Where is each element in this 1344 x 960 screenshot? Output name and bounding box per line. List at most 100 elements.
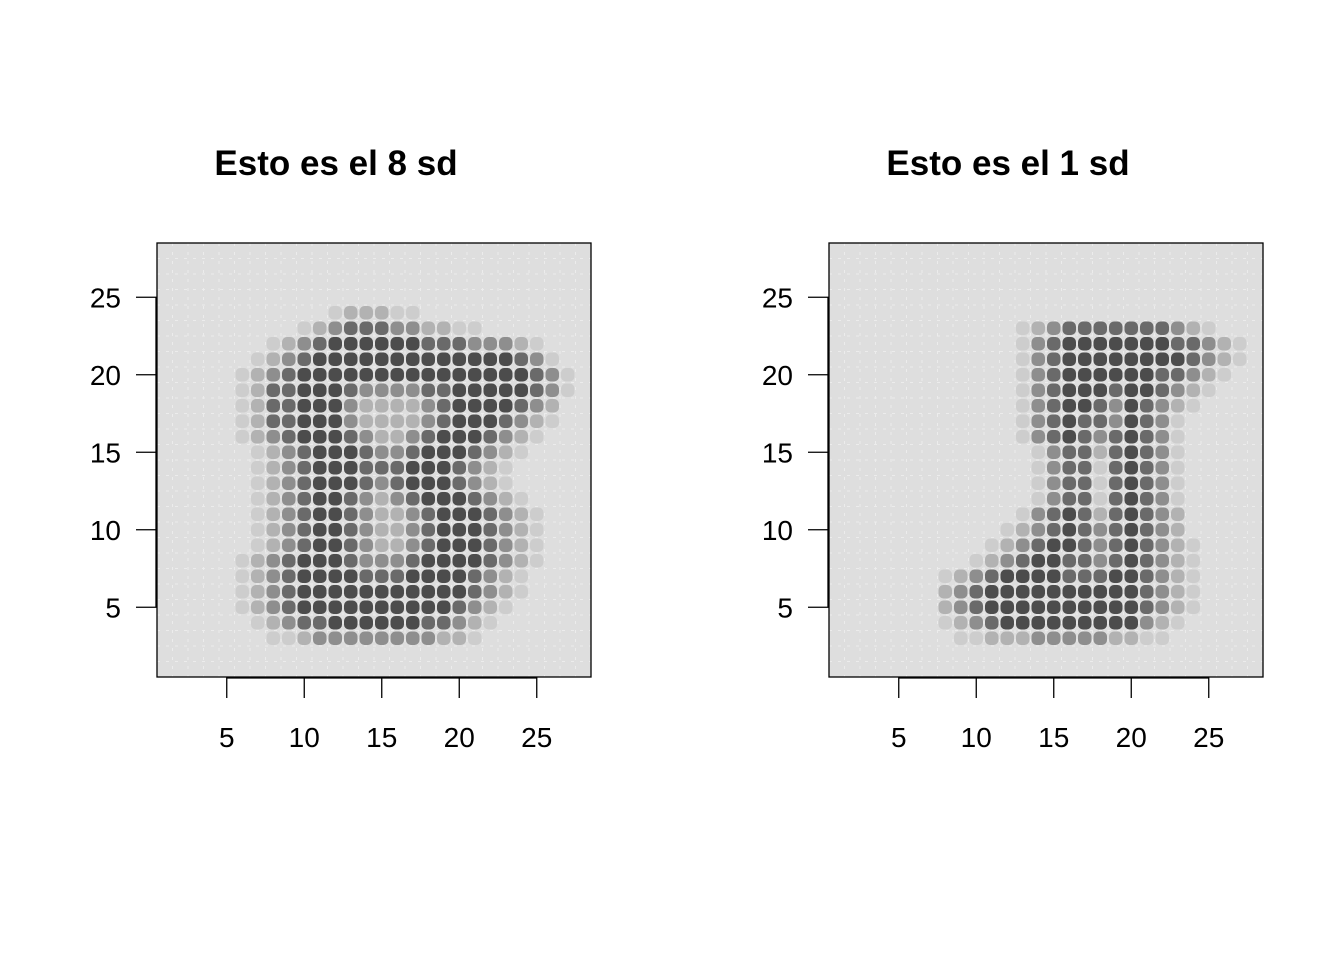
heatmap-cell	[359, 383, 373, 397]
heatmap-cell	[468, 321, 482, 335]
heatmap-cell	[297, 554, 311, 568]
heatmap-cell	[1109, 352, 1123, 366]
heatmap-cell	[468, 430, 482, 444]
x-tick-label: 15	[1038, 722, 1069, 753]
heatmap-cell	[1155, 414, 1169, 428]
heatmap-cell	[1171, 523, 1185, 537]
heatmap-cell	[1062, 337, 1076, 351]
heatmap-cell	[969, 631, 983, 645]
heatmap-cell	[468, 569, 482, 583]
heatmap-cell	[344, 538, 358, 552]
heatmap-cell	[375, 306, 389, 320]
heatmap-cell	[375, 538, 389, 552]
heatmap-cell	[359, 616, 373, 630]
heatmap-cell	[1031, 600, 1045, 614]
chart-title: Esto es el 8 sd	[214, 144, 458, 183]
heatmap-chart: 5 10 15 20 25 5 10 15 20 25	[762, 242, 1264, 753]
heatmap-cell	[390, 321, 404, 335]
heatmap-cell	[1140, 631, 1154, 645]
heatmap-cell	[954, 585, 968, 599]
heatmap-cell	[1155, 445, 1169, 459]
heatmap-cell	[1140, 476, 1154, 490]
heatmap-cell	[1062, 585, 1076, 599]
heatmap-cell	[1093, 492, 1107, 506]
y-tick-label: 20	[90, 360, 121, 391]
y-tick-label: 20	[762, 360, 793, 391]
heatmap-cell	[1062, 569, 1076, 583]
heatmap-cell	[468, 492, 482, 506]
heatmap-cell	[483, 600, 497, 614]
heatmap-cell	[499, 352, 513, 366]
heatmap-cell	[344, 492, 358, 506]
heatmap-cell	[1062, 368, 1076, 382]
heatmap-cell	[437, 445, 451, 459]
heatmap-cell	[1000, 631, 1014, 645]
heatmap-cell	[251, 414, 265, 428]
heatmap-cell	[514, 399, 528, 413]
heatmap-cell	[406, 430, 420, 444]
heatmap-cell	[390, 306, 404, 320]
heatmap-cell	[375, 507, 389, 521]
heatmap-cell	[468, 383, 482, 397]
heatmap-cell	[530, 538, 544, 552]
heatmap-cell	[530, 414, 544, 428]
heatmap-cell	[359, 321, 373, 335]
heatmap-cell	[235, 600, 249, 614]
heatmap-cell	[359, 600, 373, 614]
heatmap-cell	[1047, 399, 1061, 413]
heatmap-cell	[328, 538, 342, 552]
heatmap-cell	[297, 430, 311, 444]
heatmap-cell	[1016, 631, 1030, 645]
heatmap-cell	[1047, 585, 1061, 599]
heatmap-cell	[437, 461, 451, 475]
heatmap-cell	[483, 569, 497, 583]
heatmap-cell	[1233, 337, 1247, 351]
heatmap-cell	[561, 383, 575, 397]
heatmap-cell	[530, 383, 544, 397]
heatmap-cell	[1062, 600, 1076, 614]
heatmap-cell	[1047, 368, 1061, 382]
heatmap-cell	[235, 430, 249, 444]
heatmap-cell	[1109, 569, 1123, 583]
heatmap-cell	[375, 631, 389, 645]
heatmap-cell	[1109, 383, 1123, 397]
heatmap-cell	[1093, 554, 1107, 568]
heatmap-cell	[1155, 585, 1169, 599]
heatmap-cell	[344, 352, 358, 366]
heatmap-cell	[1093, 368, 1107, 382]
heatmap-cell	[375, 337, 389, 351]
heatmap-cell	[359, 461, 373, 475]
heatmap-cell	[266, 399, 280, 413]
heatmap-cell	[313, 616, 327, 630]
heatmap-cell	[297, 352, 311, 366]
heatmap-cell	[1124, 507, 1138, 521]
heatmap-cell	[297, 461, 311, 475]
heatmap-cell	[1155, 616, 1169, 630]
heatmap-cell	[1016, 430, 1030, 444]
heatmap-cell	[530, 368, 544, 382]
heatmap-cell	[406, 492, 420, 506]
heatmap-cell	[1140, 507, 1154, 521]
heatmap-cell	[266, 492, 280, 506]
heatmap-cell	[1124, 383, 1138, 397]
heatmap-cell	[328, 476, 342, 490]
heatmap-cell	[328, 414, 342, 428]
heatmap-cell	[282, 445, 296, 459]
heatmap-cell	[266, 554, 280, 568]
heatmap-cell	[1155, 631, 1169, 645]
heatmap-cell	[954, 600, 968, 614]
heatmap-cell	[375, 461, 389, 475]
heatmap-cell	[1062, 430, 1076, 444]
heatmap-cell	[421, 554, 435, 568]
heatmap-cell	[251, 430, 265, 444]
heatmap-cell	[437, 476, 451, 490]
heatmap-cell	[282, 492, 296, 506]
heatmap-cell	[344, 507, 358, 521]
heatmap-cell	[1124, 414, 1138, 428]
heatmap-cell	[375, 492, 389, 506]
heatmap-cell	[313, 523, 327, 537]
panel-1: Esto es el 1 sd 5 10 15 20 25 5 10 15 20 25	[672, 0, 1344, 960]
heatmap-cell	[359, 538, 373, 552]
heatmap-cell	[421, 337, 435, 351]
heatmap-cell	[483, 368, 497, 382]
